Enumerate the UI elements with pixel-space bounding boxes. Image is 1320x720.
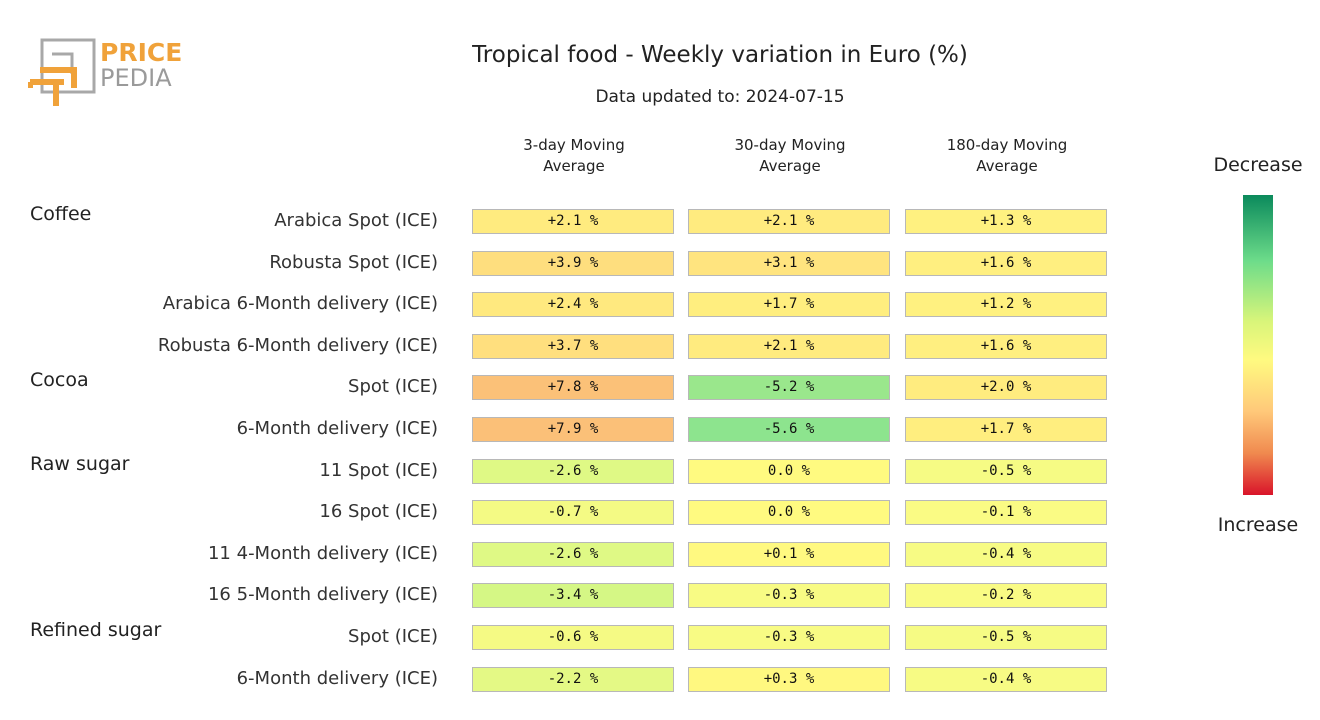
group-label: Cocoa <box>30 369 89 392</box>
row-label: 16 Spot (ICE) <box>319 501 438 523</box>
heatmap-cell: -0.5 % <box>905 458 1107 484</box>
legend-increase-label: Increase <box>1217 514 1299 536</box>
row-label: Robusta Spot (ICE) <box>269 251 438 273</box>
heatmap-cell: -0.6 % <box>472 625 674 650</box>
row-label: 11 4-Month delivery (ICE) <box>207 542 438 564</box>
heatmap-cell: -5.6 % <box>688 417 890 442</box>
heatmap-cell: +1.3 % <box>905 209 1107 234</box>
heatmap-cell: 0.0 % <box>688 458 890 484</box>
legend-color-scale <box>1243 195 1273 495</box>
heatmap-cell: +2.0 % <box>905 375 1107 401</box>
heatmap-cell: +1.7 % <box>688 292 890 318</box>
heatmap-cell: -2.2 % <box>472 666 674 692</box>
heatmap-cell: -0.1 % <box>905 500 1107 526</box>
heatmap-cell: -0.2 % <box>905 583 1107 609</box>
legend-decrease-label: Decrease <box>1213 154 1303 176</box>
heatmap-cell: 0.0 % <box>688 500 890 526</box>
chart-title: Tropical food - Weekly variation in Euro… <box>472 42 968 68</box>
logo-pedia-text: PEDIA <box>100 64 172 92</box>
heatmap-cell: +7.8 % <box>472 375 674 401</box>
row-label: 16 5-Month delivery (ICE) <box>207 584 438 606</box>
logo-mark-icon <box>28 38 96 106</box>
heatmap-cell: -2.6 % <box>472 541 674 567</box>
column-header: 30-day Moving Average <box>734 136 846 175</box>
chart-subtitle: Data updated to: 2024-07-15 <box>595 87 845 107</box>
heatmap-cell: +2.1 % <box>688 333 890 359</box>
heatmap-cell: -3.4 % <box>472 583 674 609</box>
row-label: Spot (ICE) <box>348 626 438 647</box>
heatmap-cell: +1.7 % <box>905 417 1107 442</box>
heatmap-cell: +3.7 % <box>472 333 674 359</box>
heatmap-cell: -0.5 % <box>905 625 1107 650</box>
heatmap-cell: +1.2 % <box>905 292 1107 318</box>
heatmap-cell: -0.7 % <box>472 500 674 526</box>
row-label: 11 Spot (ICE) <box>319 459 438 481</box>
heatmap-cell: +1.6 % <box>905 333 1107 359</box>
group-label: Coffee <box>30 203 92 225</box>
heatmap-cell: +0.3 % <box>688 666 890 692</box>
group-label: Refined sugar <box>30 619 162 641</box>
heatmap-cell: +2.4 % <box>472 292 674 318</box>
column-header: 3-day Moving Average <box>523 136 625 175</box>
heatmap-cell: +3.1 % <box>688 250 890 276</box>
row-label: Robusta 6-Month delivery (ICE) <box>157 334 438 356</box>
heatmap-cell: -0.3 % <box>688 583 890 609</box>
row-label: Spot (ICE) <box>348 376 438 398</box>
heatmap-cell: +2.1 % <box>688 209 890 234</box>
heatmap-cell: +0.1 % <box>688 541 890 567</box>
group-label: Raw sugar <box>30 452 130 475</box>
heatmap-cell: +3.9 % <box>472 250 674 276</box>
logo-price-text: PRICE <box>100 38 183 67</box>
heatmap-cell: -0.3 % <box>688 625 890 650</box>
heatmap-cell: -0.4 % <box>905 666 1107 692</box>
heatmap-cell: +1.6 % <box>905 250 1107 276</box>
heatmap-cell: -2.6 % <box>472 458 674 484</box>
row-label: Arabica Spot (ICE) <box>274 210 438 231</box>
heatmap-cell: -5.2 % <box>688 375 890 401</box>
heatmap-cell: -0.4 % <box>905 541 1107 567</box>
row-label: 6-Month delivery (ICE) <box>236 418 438 439</box>
heatmap-cell: +7.9 % <box>472 417 674 442</box>
row-label: 6-Month delivery (ICE) <box>236 667 438 689</box>
row-label: Arabica 6-Month delivery (ICE) <box>162 293 438 315</box>
column-header: 180-day Moving Average <box>946 136 1068 175</box>
pricepedia-logo: PRICE PEDIA <box>28 36 188 112</box>
heatmap-cell: +2.1 % <box>472 209 674 234</box>
